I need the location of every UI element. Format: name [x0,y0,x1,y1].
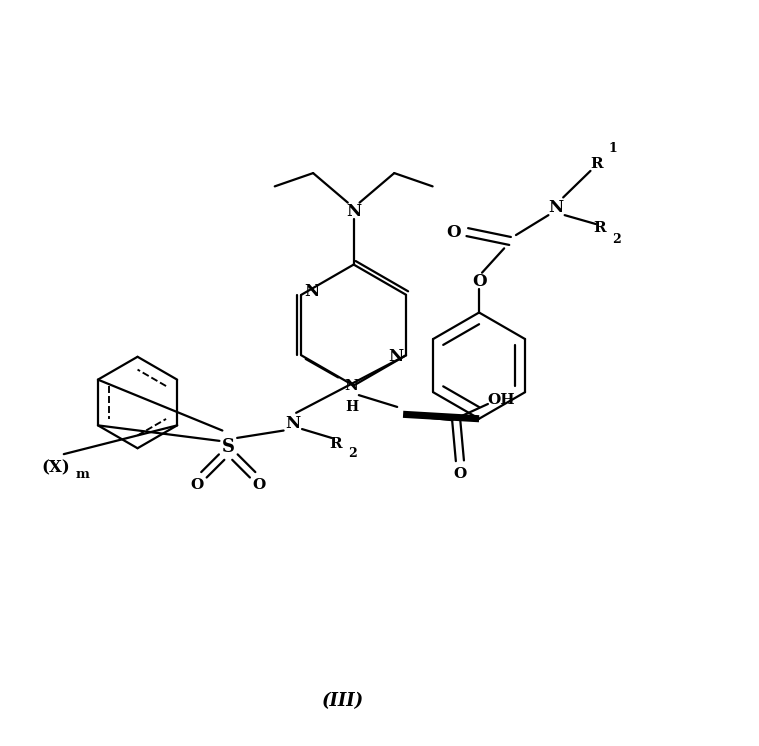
Text: O: O [447,224,461,241]
Text: O: O [253,478,266,492]
Text: 1: 1 [608,142,617,155]
Text: O: O [453,467,467,481]
Text: m: m [76,468,90,480]
Text: (X): (X) [42,459,71,476]
Text: R: R [590,157,603,171]
Text: N: N [345,379,358,393]
Text: 2: 2 [612,233,621,246]
Text: N: N [304,283,320,301]
Text: O: O [191,478,204,492]
Text: R: R [594,222,606,236]
Text: N: N [346,203,361,220]
Text: N: N [548,199,563,216]
Text: O: O [472,273,487,290]
Text: S: S [222,438,235,456]
Text: N: N [388,348,403,366]
Text: R: R [329,437,342,451]
Text: H: H [345,400,358,414]
Text: (III): (III) [322,692,364,710]
Text: N: N [285,415,300,432]
Text: 2: 2 [348,447,357,460]
Text: OH: OH [487,392,515,407]
